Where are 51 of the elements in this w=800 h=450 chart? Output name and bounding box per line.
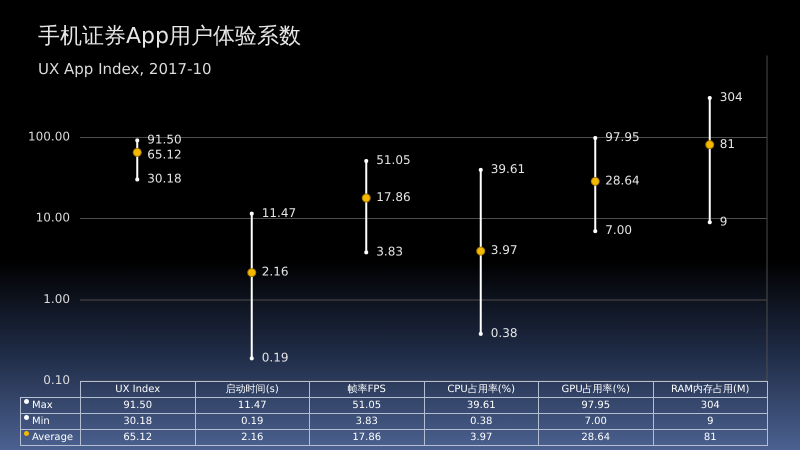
text: 39.61 (490, 162, 526, 176)
legend-label: Max (32, 400, 53, 410)
text: 17.86 (376, 190, 411, 204)
data-label: 0.19 (195, 414, 310, 430)
y-tick-label: 0.10 (43, 373, 70, 388)
data-label: 3.83 (310, 414, 424, 430)
y-tick-label: 100.00 (28, 129, 70, 144)
y-tick-label: 10.00 (36, 210, 70, 225)
legend-label: Average (32, 432, 74, 442)
chart-subtitle: UX App Index, 2017-10 (38, 60, 212, 78)
data-label: 39.61 (424, 398, 538, 414)
x-tick-label: 启动时间(s) (195, 382, 310, 398)
chart-title: 手机证券App用户体验系数 (38, 24, 301, 50)
text: 30.18 (147, 172, 182, 186)
text: 28.64 (605, 173, 640, 188)
text: 81 (720, 136, 736, 151)
text: 51.05 (376, 153, 411, 168)
data-label: 65.12 (80, 430, 195, 446)
data-label: 9 (653, 414, 768, 430)
text: 0.19 (262, 350, 288, 364)
text: 91.50 (147, 132, 182, 147)
text: 7.00 (605, 223, 632, 238)
data-label: 11.47 (195, 398, 310, 414)
text: 9 (720, 214, 728, 228)
data-label: 0.38 (424, 414, 538, 430)
y-tick-label: 1.00 (43, 292, 70, 306)
x-tick-label: GPU占用率(%) (538, 382, 653, 398)
data-label: 81 (653, 430, 768, 446)
text: 0.38 (490, 326, 518, 340)
data-label: 28.64 (538, 430, 653, 446)
text: 3.83 (376, 244, 403, 258)
data-label: 304 (653, 398, 768, 414)
text: 65.12 (147, 148, 182, 162)
text: 3.97 (490, 243, 518, 258)
data-label: 51.05 (310, 398, 424, 414)
data-label: 3.97 (424, 430, 538, 446)
data-label: 30.18 (80, 414, 195, 430)
text: 2.16 (262, 264, 288, 279)
text: 97.95 (605, 130, 640, 144)
text: 11.47 (262, 206, 296, 220)
x-tick-label: RAM内存占用(M) (653, 382, 768, 398)
text: 304 (720, 90, 743, 104)
data-label: 7.00 (538, 414, 653, 430)
x-tick-label: 帧率FPS (310, 382, 424, 398)
legend-label: Min (32, 416, 50, 426)
x-tick-label: CPU占用率(%) (424, 382, 538, 398)
data-label: 97.95 (538, 398, 653, 414)
x-tick-label: UX Index (80, 382, 195, 398)
data-label: 91.50 (80, 398, 195, 414)
data-label: 2.16 (195, 430, 310, 446)
data-label: 17.86 (310, 430, 424, 446)
